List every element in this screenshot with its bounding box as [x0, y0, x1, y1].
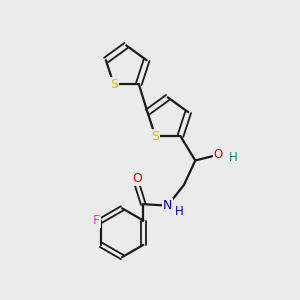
Text: S: S — [110, 78, 118, 91]
Text: O: O — [214, 148, 223, 161]
Text: N: N — [163, 199, 172, 212]
Text: H: H — [175, 205, 184, 218]
Text: F: F — [93, 214, 100, 227]
Text: O: O — [132, 172, 142, 184]
Text: H: H — [229, 151, 237, 164]
Text: S: S — [151, 130, 159, 142]
